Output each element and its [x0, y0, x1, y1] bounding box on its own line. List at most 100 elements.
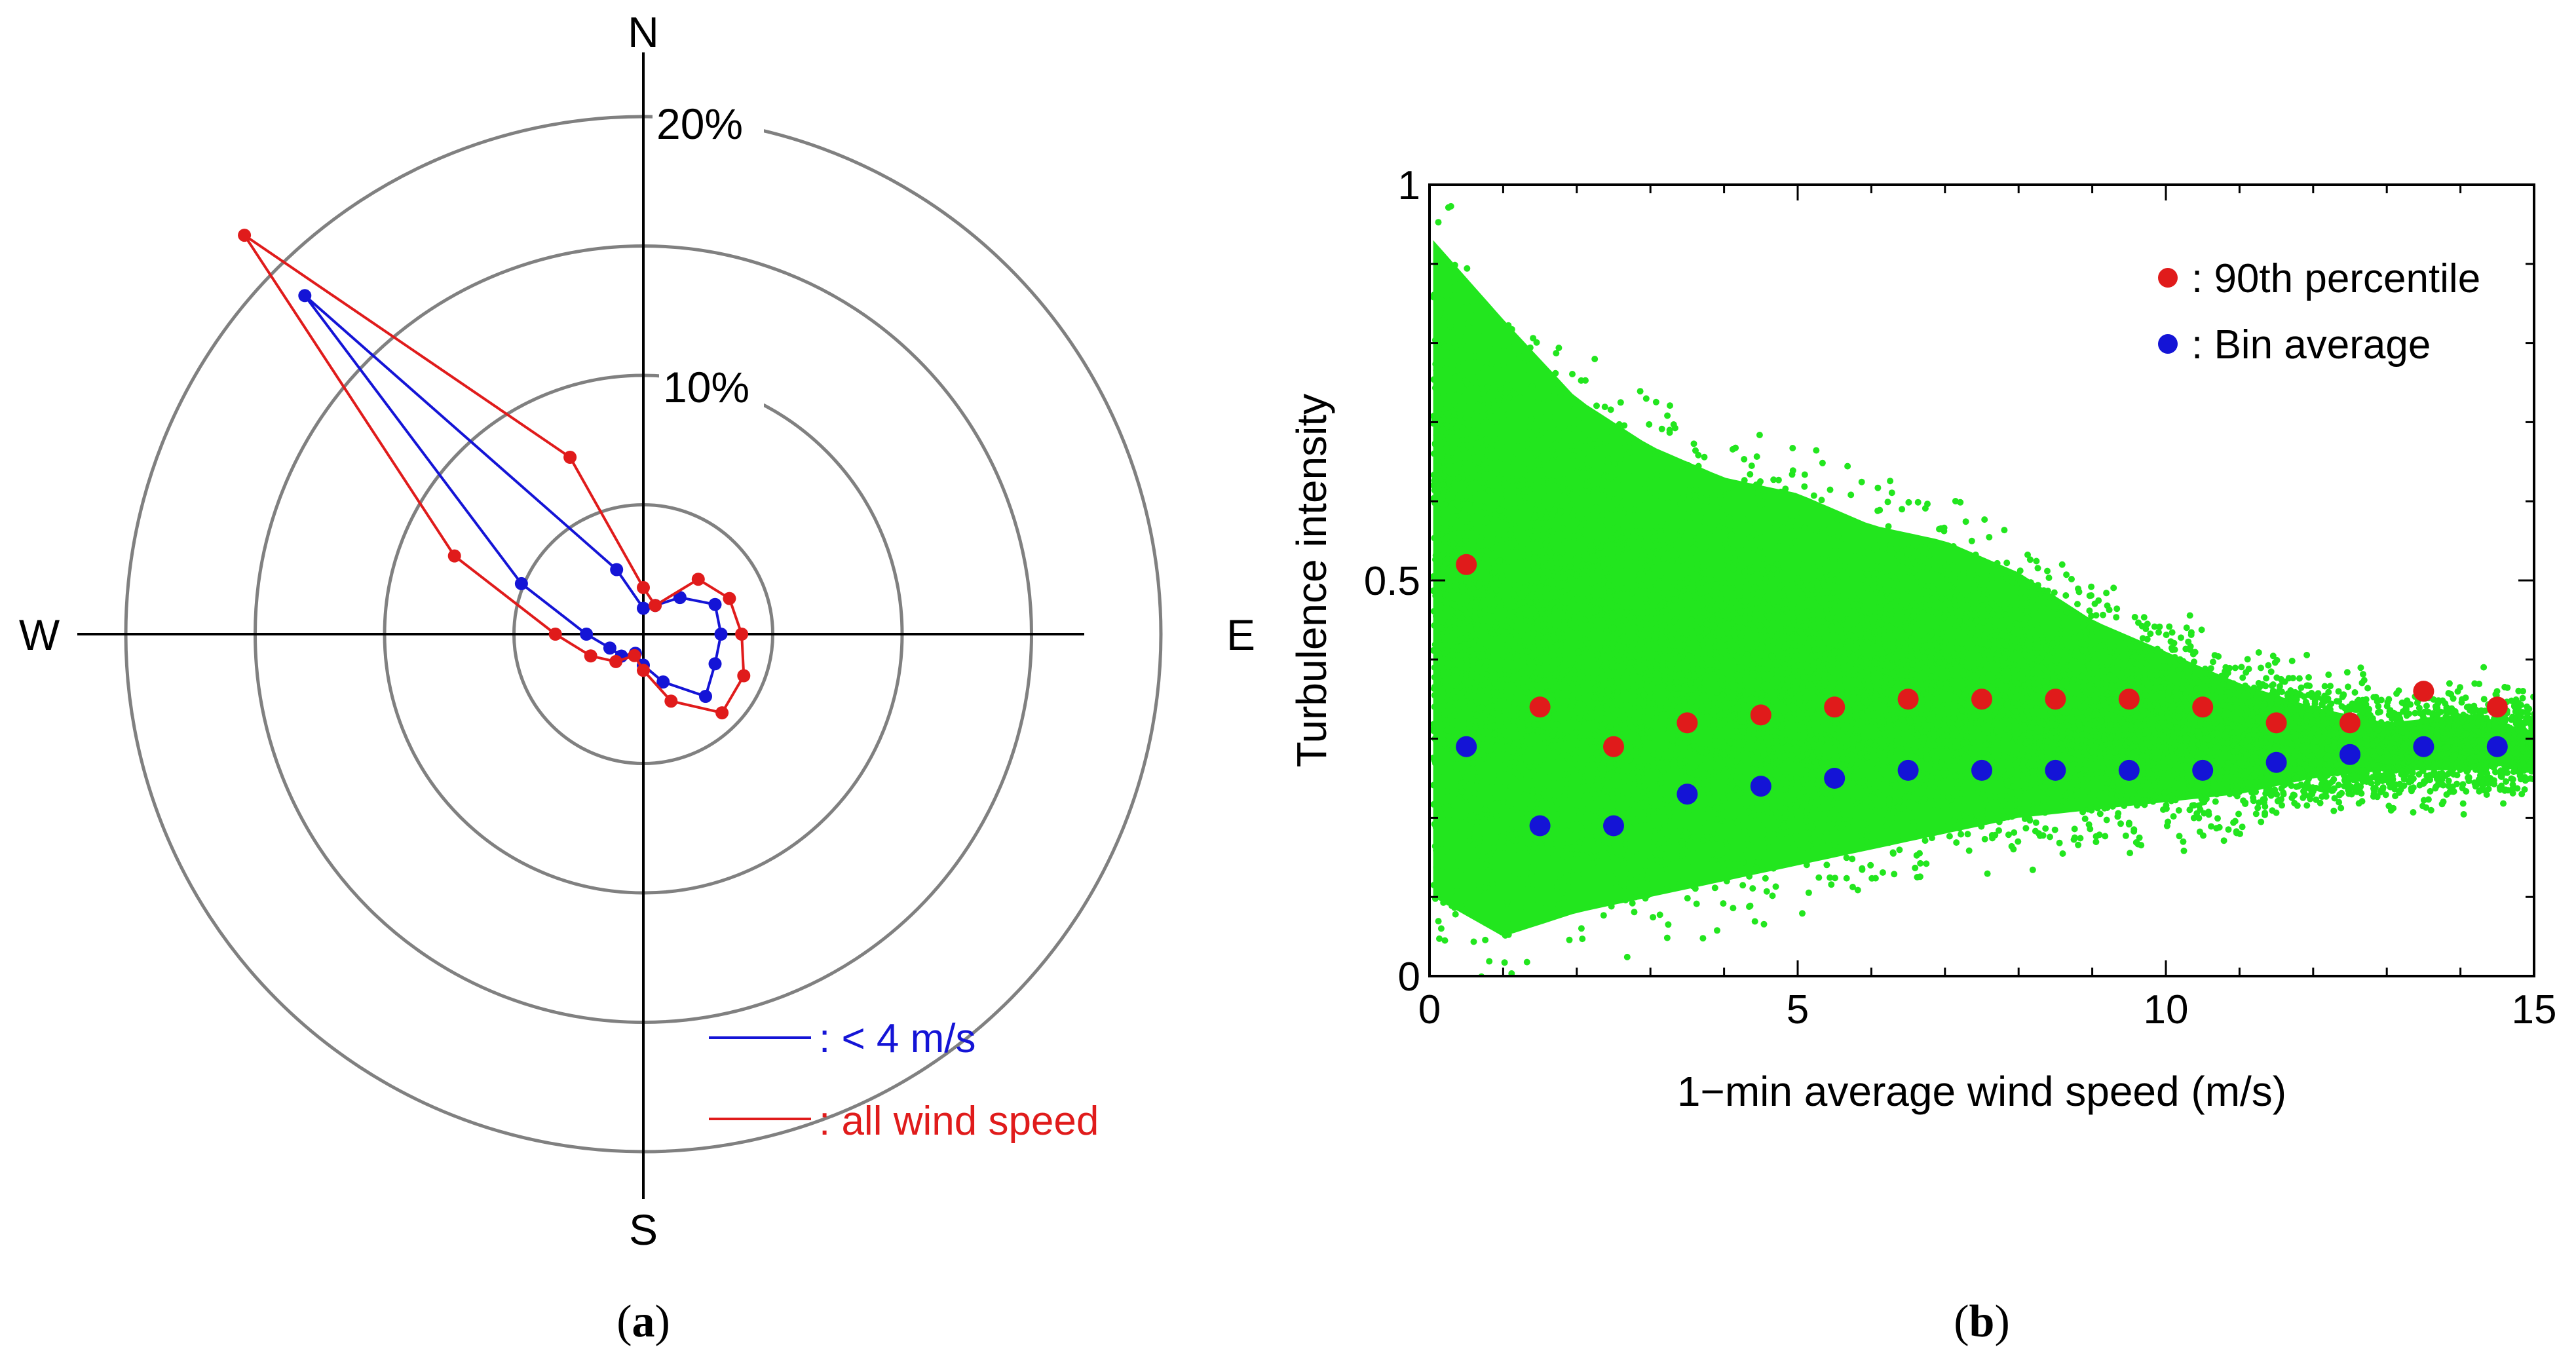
cloud-point [1789, 445, 1796, 451]
cloud-point [1807, 835, 1814, 842]
cloud-point [1525, 881, 1532, 888]
cloud-point [1611, 460, 1618, 467]
cloud-point [2062, 592, 2070, 599]
cloud-point [1510, 837, 1517, 844]
cloud-point [1580, 737, 1587, 744]
cloud-point [1773, 679, 1781, 687]
cloud-point [1697, 634, 1704, 641]
cloud-point [1763, 802, 1770, 809]
cloud-point [2095, 791, 2102, 799]
cloud-point [1605, 868, 1612, 875]
cloud-point [1555, 747, 1562, 755]
cloud-point [1551, 392, 1558, 398]
cloud-point [1992, 623, 1999, 630]
cloud-point [2002, 611, 2009, 618]
cloud-point [1694, 599, 1701, 606]
cloud-point [2208, 787, 2216, 795]
cloud-point [1978, 822, 1985, 829]
cloud-point [1895, 832, 1902, 839]
compass-east-label: E [1226, 611, 1255, 659]
cloud-point [1952, 703, 1959, 709]
cloud-point [2180, 838, 2187, 845]
cloud-point [1431, 704, 1438, 710]
cloud-point [1924, 619, 1931, 626]
cloud-point [2087, 622, 2094, 630]
cloud-point [1579, 935, 1586, 943]
cloud-point [1623, 829, 1630, 836]
cloud-point [1455, 529, 1462, 537]
cloud-point [1431, 683, 1438, 690]
cloud-point [1507, 826, 1515, 833]
cloud-point [1954, 633, 1961, 641]
cloud-point [2258, 664, 2264, 671]
cloud-point [1799, 561, 1806, 569]
cloud-point [2075, 585, 2081, 592]
cloud-point [1769, 892, 1776, 899]
cloud-point [1470, 938, 1477, 945]
cloud-point [2096, 810, 2104, 818]
cloud-point [1789, 528, 1796, 535]
cloud-point [1927, 542, 1935, 550]
cloud-point [2140, 614, 2148, 621]
cloud-point [1785, 546, 1792, 554]
compass-north-label: N [628, 8, 659, 56]
cloud-point [1984, 729, 1991, 736]
cloud-point [1438, 664, 1445, 671]
cloud-point [1912, 542, 1920, 550]
cloud-point [1840, 664, 1847, 671]
cloud-point [1684, 605, 1691, 613]
cloud-point [2255, 696, 2262, 703]
cloud-point [1637, 527, 1644, 534]
cloud-point [2161, 705, 2169, 712]
cloud-point [1573, 572, 1580, 579]
cloud-point [2132, 708, 2140, 715]
rose-point [238, 229, 252, 242]
cloud-point [1536, 737, 1543, 744]
cloud-point [1857, 649, 1864, 656]
cloud-point [1834, 516, 1842, 523]
cloud-point [1566, 425, 1574, 432]
cloud-point [1641, 539, 1648, 546]
cloud-point [2178, 634, 2184, 641]
cloud-point [1591, 847, 1598, 854]
cloud-point [1622, 841, 1629, 848]
cloud-point [1626, 614, 1633, 621]
cloud-point [1857, 750, 1865, 757]
cloud-point [1438, 868, 1445, 875]
cloud-point [1430, 647, 1437, 654]
cloud-point [1622, 690, 1629, 697]
cloud-point [1745, 727, 1752, 734]
cloud-point [2244, 656, 2251, 663]
cloud-point [2329, 778, 2336, 785]
cloud-point [1504, 918, 1511, 926]
cloud-point [1471, 490, 1479, 497]
cloud-point [2159, 700, 2167, 707]
cloud-point [1760, 920, 1768, 928]
cloud-point [1495, 709, 1502, 716]
cloud-point [1528, 577, 1535, 584]
rose-point [708, 657, 722, 671]
cloud-point [1631, 909, 1638, 916]
cloud-point [2391, 785, 2398, 793]
cloud-point [1718, 591, 1725, 597]
cloud-point [1526, 468, 1534, 475]
ring-label-20: 20% [656, 100, 743, 148]
cloud-point [1984, 870, 1991, 877]
cloud-point [1753, 453, 1760, 460]
cloud-point [1987, 793, 1994, 800]
cloud-point [1748, 463, 1755, 469]
cloud-point [1817, 804, 1825, 812]
cloud-point [2003, 575, 2010, 582]
cloud-point [1735, 573, 1742, 580]
cloud-point [2343, 669, 2351, 676]
cloud-point [1509, 478, 1516, 485]
cloud-point [1693, 486, 1700, 493]
cloud-point [1549, 446, 1556, 453]
cloud-point [2396, 780, 2403, 787]
cloud-point [1559, 549, 1566, 556]
cloud-point [1593, 705, 1601, 712]
cloud-point [1486, 958, 1493, 965]
cloud-point [1858, 570, 1865, 577]
cloud-point [1915, 829, 1922, 836]
